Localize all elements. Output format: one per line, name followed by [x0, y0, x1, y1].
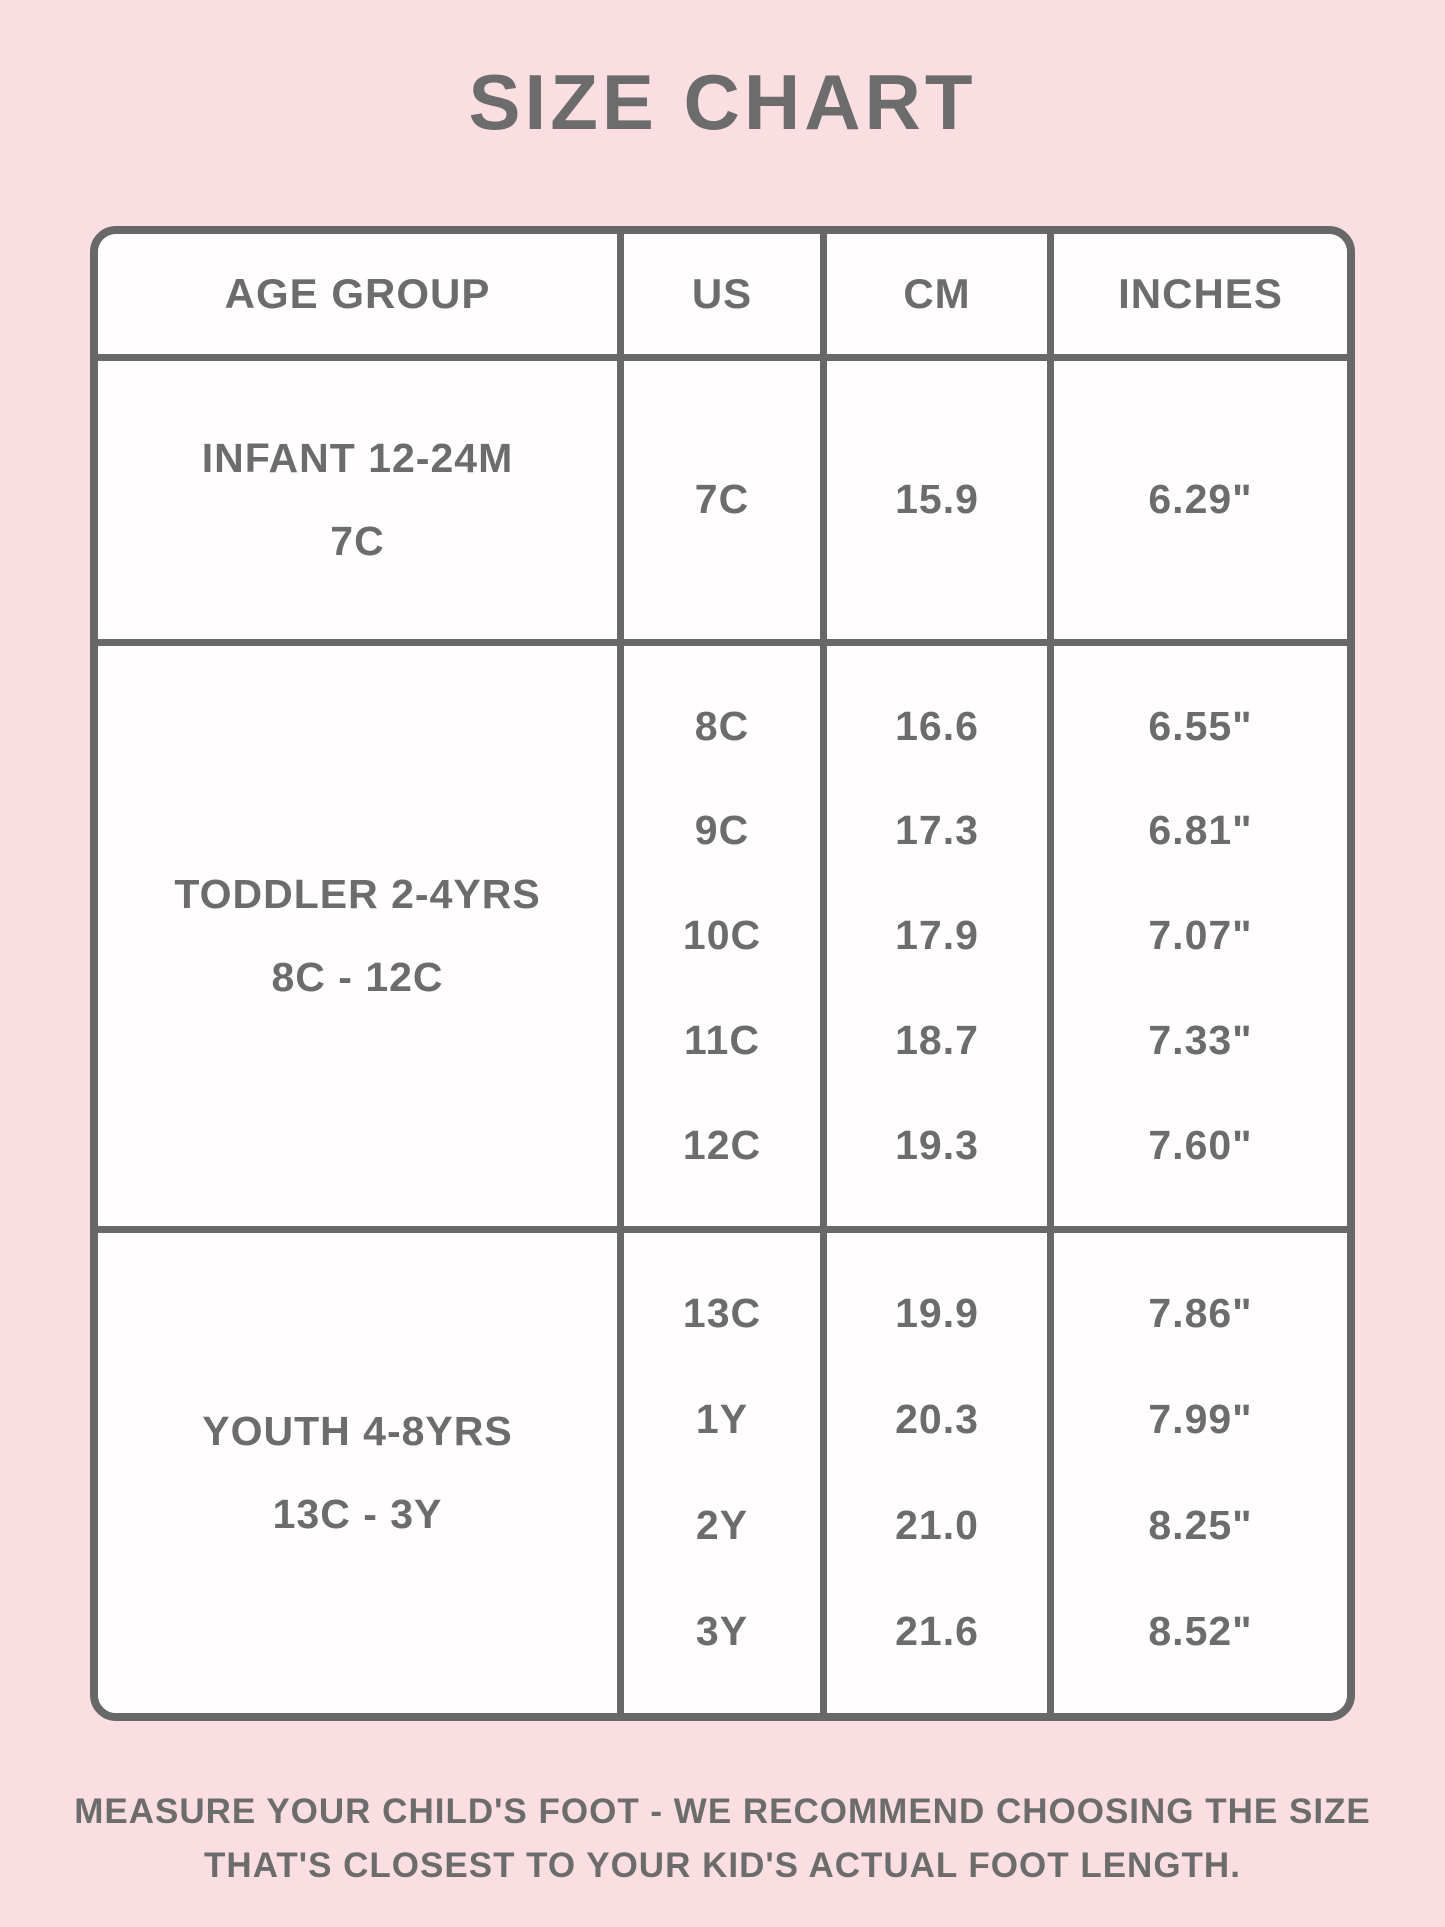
inches-value: 6.81" — [1148, 807, 1253, 854]
us-stack: 8C 9C 10C 11C 12C — [624, 646, 820, 1226]
cm-value: 20.3 — [895, 1396, 979, 1443]
us-value: 3Y — [695, 1608, 749, 1655]
inches-column-cell: 7.86" 7.99" 8.25" 8.52" — [1047, 1232, 1347, 1713]
age-group-range: 13C - 3Y — [272, 1490, 443, 1537]
age-group-label: TODDLER 2-4YRS — [174, 870, 541, 917]
cm-value: 16.6 — [895, 702, 979, 749]
inches-stack: 7.86" 7.99" 8.25" 8.52" — [1054, 1233, 1347, 1713]
us-value: 10C — [682, 912, 762, 959]
us-stack: 7C — [624, 361, 820, 639]
us-value: 1Y — [695, 1396, 749, 1443]
table-group-row: INFANT 12-24M 7C 7C 15.9 6.29" — [98, 353, 1347, 639]
inches-value: 7.99" — [1148, 1396, 1253, 1443]
footer-line-1: MEASURE YOUR CHILD'S FOOT - WE RECOMMEND… — [74, 1791, 1371, 1831]
us-value: 7C — [694, 476, 750, 523]
us-value: 2Y — [695, 1502, 749, 1549]
footer-line-2: THAT'S CLOSEST TO YOUR KID'S ACTUAL FOOT… — [204, 1845, 1241, 1885]
inches-value: 6.29" — [1148, 476, 1253, 523]
age-group-cell: INFANT 12-24M 7C — [98, 360, 617, 639]
inches-stack: 6.55" 6.81" 7.07" 7.33" 7.60" — [1054, 646, 1347, 1226]
header-inches: INCHES — [1047, 233, 1347, 354]
inches-value: 8.25" — [1148, 1502, 1253, 1549]
inches-value: 8.52" — [1148, 1608, 1253, 1655]
cm-value: 19.9 — [895, 1290, 979, 1337]
header-cm: CM — [820, 233, 1047, 354]
cm-stack: 15.9 — [827, 361, 1047, 639]
cm-value: 17.9 — [895, 912, 979, 959]
table-group-row: TODDLER 2-4YRS 8C - 12C 8C 9C 10C 11C 12C 16.6 1… — [98, 638, 1347, 1226]
us-column-cell: 13C 1Y 2Y 3Y — [617, 1232, 820, 1713]
us-column-cell: 7C — [617, 360, 820, 639]
header-age-group: AGE GROUP — [98, 233, 617, 354]
cm-stack: 19.9 20.3 21.0 21.6 — [827, 1233, 1047, 1713]
cm-value: 15.9 — [895, 476, 979, 523]
page-title: SIZE CHART — [468, 58, 977, 146]
inches-column-cell: 6.55" 6.81" 7.07" 7.33" 7.60" — [1047, 645, 1347, 1226]
inches-value: 7.60" — [1148, 1121, 1253, 1168]
us-value: 12C — [682, 1121, 762, 1168]
us-stack: 13C 1Y 2Y 3Y — [624, 1233, 820, 1713]
cm-value: 21.0 — [895, 1502, 979, 1549]
us-column-cell: 8C 9C 10C 11C 12C — [617, 645, 820, 1226]
cm-value: 21.6 — [895, 1608, 979, 1655]
cm-value: 19.3 — [895, 1121, 979, 1168]
cm-stack: 16.6 17.3 17.9 18.7 19.3 — [827, 646, 1047, 1226]
cm-value: 18.7 — [895, 1016, 979, 1063]
cm-column-cell: 16.6 17.3 17.9 18.7 19.3 — [820, 645, 1047, 1226]
cm-column-cell: 19.9 20.3 21.0 21.6 — [820, 1232, 1047, 1713]
inches-value: 7.86" — [1148, 1290, 1253, 1337]
us-value: 8C — [694, 702, 750, 749]
age-group-cell: YOUTH 4-8YRS 13C - 3Y — [98, 1232, 617, 1713]
inches-column-cell: 6.29" — [1047, 360, 1347, 639]
table-body: INFANT 12-24M 7C 7C 15.9 6.29" TODDLER 2-4YRS… — [98, 353, 1347, 1713]
table-header-row: AGE GROUP US CM INCHES — [98, 233, 1347, 354]
cm-value: 17.3 — [895, 807, 979, 854]
us-value: 11C — [684, 1016, 760, 1063]
inches-value: 7.07" — [1148, 912, 1253, 959]
inches-value: 7.33" — [1148, 1016, 1253, 1063]
header-us: US — [617, 233, 820, 354]
age-group-label: YOUTH 4-8YRS — [202, 1407, 513, 1454]
age-group-range: 8C - 12C — [271, 953, 444, 1000]
inches-value: 6.55" — [1148, 702, 1253, 749]
age-group-range: 7C — [330, 517, 385, 564]
footer-note: MEASURE YOUR CHILD'S FOOT - WE RECOMMEND… — [0, 1785, 1445, 1894]
us-value: 9C — [694, 807, 750, 854]
size-table: AGE GROUP US CM INCHES INFANT 12-24M 7C 7C… — [90, 225, 1355, 1721]
table-group-row: YOUTH 4-8YRS 13C - 3Y 13C 1Y 2Y 3Y 19.9 20.3 21.… — [98, 1225, 1347, 1713]
inches-stack: 6.29" — [1054, 361, 1347, 639]
us-value: 13C — [682, 1290, 762, 1337]
cm-column-cell: 15.9 — [820, 360, 1047, 639]
age-group-cell: TODDLER 2-4YRS 8C - 12C — [98, 645, 617, 1226]
age-group-label: INFANT 12-24M — [201, 434, 514, 481]
